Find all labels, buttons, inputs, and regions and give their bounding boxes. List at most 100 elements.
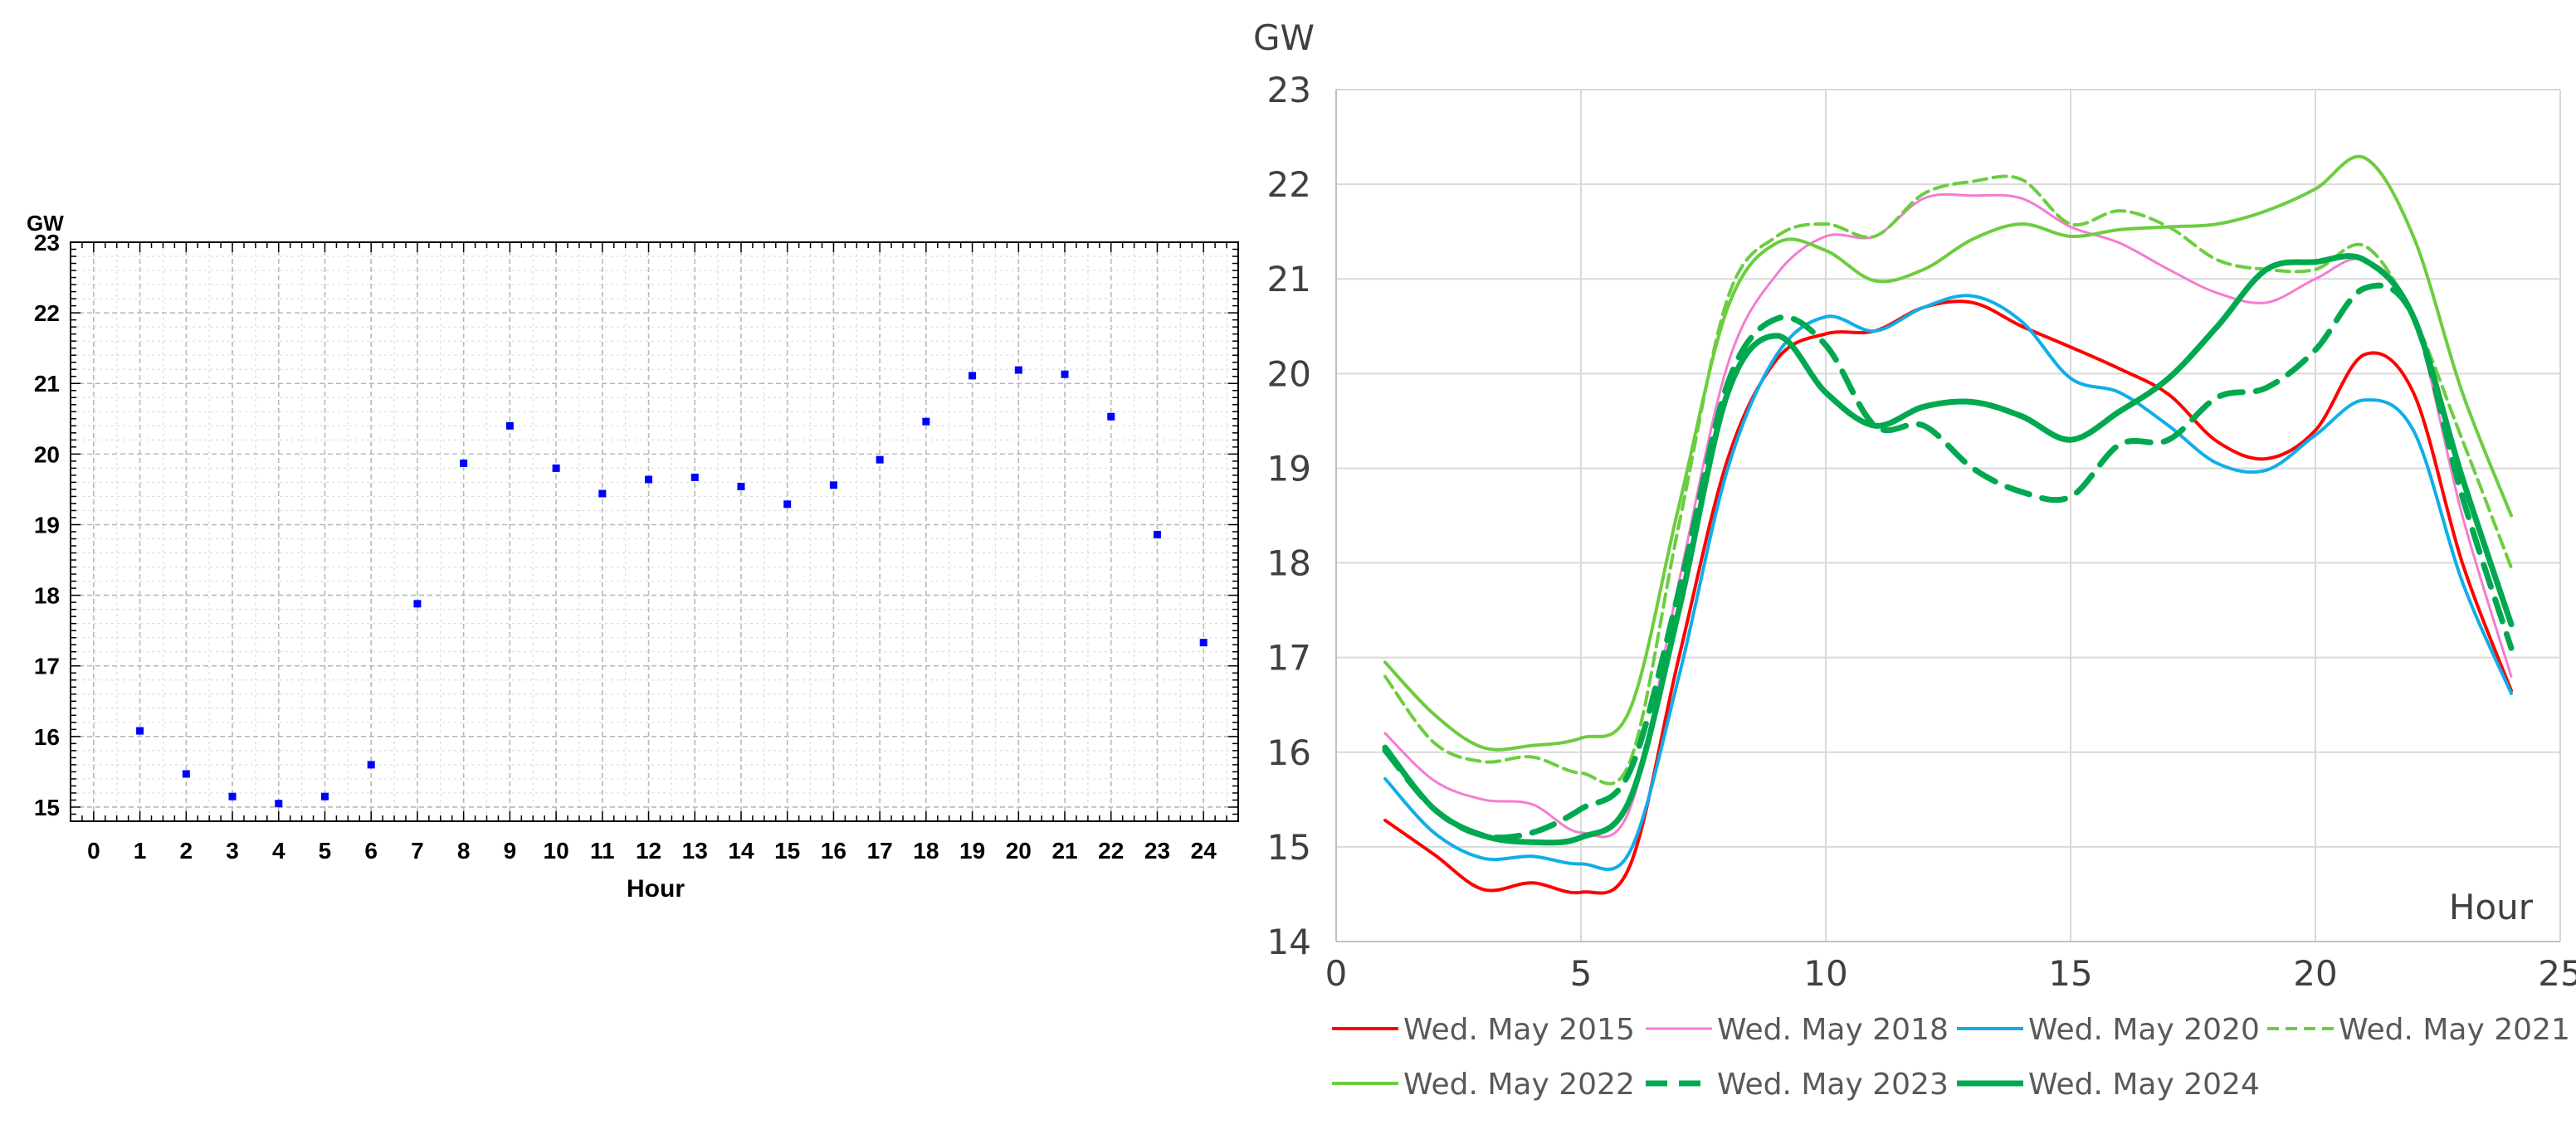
left-x-tick-label: 6: [364, 838, 378, 864]
left-y-tick-labels: 15 16 17 18 19 20 21 22 23: [34, 230, 60, 820]
series-line-wed-may-2018: [1383, 192, 2513, 839]
left-point-11: [598, 489, 607, 498]
right-x-tick-label: 10: [1803, 953, 1847, 994]
left-x-tick-label: 1: [134, 838, 147, 864]
left-x-tick-label: 3: [226, 838, 239, 864]
legend-label: Wed. May 2024: [2028, 1068, 2260, 1102]
left-x-tick-label: 16: [821, 838, 846, 864]
left-x-tick-label: 19: [959, 838, 985, 864]
legend-item: Wed. May 2020: [1957, 1013, 2260, 1047]
series-line-wed-may-2015: [1383, 299, 2513, 895]
left-x-tick-label: 4: [272, 838, 285, 864]
right-y-tick-label: 14: [1267, 922, 1311, 962]
series-line-wed-may-2021: [1383, 174, 2513, 786]
right-y-tick-labels: 14 15 16 17 18 19 20 21 22 23: [1267, 70, 1311, 962]
left-point-14: [737, 483, 745, 491]
left-y-tick-label: 19: [34, 512, 60, 538]
left-point-20: [1014, 366, 1022, 374]
right-y-axis-label: GW: [1253, 17, 1315, 58]
left-point-21: [1061, 370, 1069, 378]
left-point-2: [182, 770, 190, 778]
right-y-tick-label: 22: [1267, 164, 1311, 205]
left-x-tick-label: 2: [180, 838, 193, 864]
right-y-tick-label: 23: [1267, 70, 1311, 110]
right-x-tick-label: 5: [1570, 953, 1593, 994]
left-x-tick-label: 15: [774, 838, 800, 864]
left-point-22: [1107, 412, 1115, 421]
series-line-wed-may-2023: [1382, 282, 2515, 841]
right-x-tick-label: 0: [1325, 953, 1348, 994]
left-x-tick-label: 23: [1144, 838, 1170, 864]
legend-item: Wed. May 2023: [1646, 1068, 1949, 1102]
left-point-9: [505, 421, 514, 430]
left-point-24: [1199, 639, 1208, 647]
left-scatter-chart: 0 1 2 3 4 5 6 7 8 9 10 11 12 13 14 15 16 17 18 19 20 21 22 23 24…: [27, 211, 1239, 903]
left-point-8: [460, 459, 468, 467]
left-x-tick-label: 13: [682, 838, 708, 864]
left-y-tick-label: 17: [34, 654, 60, 679]
series-line-wed-may-2022: [1383, 154, 2513, 752]
left-point-18: [922, 417, 930, 426]
right-y-tick-label: 18: [1267, 543, 1311, 584]
legend-label: Wed. May 2018: [1717, 1013, 1949, 1047]
right-x-tick-label: 20: [2293, 953, 2337, 994]
left-x-tick-label: 18: [913, 838, 939, 864]
right-legend: Wed. May 2015 Wed. May 2018 Wed. May 2020 W…: [1332, 1013, 2570, 1102]
left-point-15: [783, 500, 792, 509]
left-x-tick-label: 14: [728, 838, 754, 864]
right-x-tick-label: 25: [2538, 953, 2576, 994]
left-point-23: [1153, 530, 1161, 538]
right-x-tick-labels: 0 5 10 15 20 25: [1325, 953, 2576, 994]
legend-label: Wed. May 2015: [1403, 1013, 1635, 1047]
left-data-points: [136, 366, 1208, 808]
left-y-tick-label: 22: [34, 300, 60, 326]
right-series-lines: [1382, 154, 2515, 895]
left-x-tick-label: 8: [457, 838, 471, 864]
left-y-tick-label: 21: [34, 371, 60, 397]
right-y-tick-label: 20: [1267, 353, 1311, 394]
left-x-axis-label: Hour: [627, 875, 685, 903]
legend-item: Wed. May 2021: [2267, 1013, 2570, 1047]
left-point-19: [968, 372, 977, 380]
left-point-5: [320, 792, 329, 801]
right-y-tick-label: 17: [1267, 638, 1311, 679]
right-y-tick-label: 21: [1267, 259, 1311, 299]
legend-item: Wed. May 2022: [1332, 1068, 1635, 1102]
left-x-tick-label: 22: [1098, 838, 1124, 864]
left-plot-frame: [70, 241, 1239, 822]
left-x-tick-label: 17: [867, 838, 893, 864]
right-y-tick-label: 16: [1267, 732, 1311, 773]
left-y-tick-label: 20: [34, 441, 60, 467]
right-y-tick-label: 19: [1267, 448, 1311, 489]
left-point-1: [136, 727, 144, 735]
right-x-axis-label: Hour: [2449, 887, 2534, 927]
left-point-6: [367, 761, 375, 769]
legend-item: Wed. May 2018: [1646, 1013, 1949, 1047]
left-x-tick-label: 12: [636, 838, 661, 864]
right-x-tick-label: 15: [2048, 953, 2092, 994]
left-x-tick-label: 21: [1051, 838, 1077, 864]
left-point-16: [829, 481, 837, 489]
legend-item: Wed. May 2015: [1332, 1013, 1635, 1047]
legend-label: Wed. May 2023: [1717, 1068, 1949, 1102]
series-line-wed-may-2020: [1383, 294, 2513, 871]
left-x-tick-labels: 0 1 2 3 4 5 6 7 8 9 10 11 12 13 14 15 16 17 18 19 20 21 22 23 24: [87, 838, 1217, 864]
left-point-7: [413, 600, 422, 608]
legend-label: Wed. May 2020: [2028, 1013, 2260, 1047]
left-point-10: [552, 464, 560, 472]
right-gridlines: [1336, 89, 2561, 942]
left-x-tick-label: 9: [504, 838, 517, 864]
right-y-tick-label: 15: [1267, 827, 1311, 868]
left-point-13: [690, 473, 699, 481]
left-y-tick-label: 16: [34, 724, 60, 750]
left-x-tick-label: 10: [544, 838, 569, 864]
left-x-tick-label: 20: [1006, 838, 1032, 864]
left-axis-ticks: [71, 241, 1239, 822]
right-axes: [1335, 90, 2560, 942]
left-y-tick-label: 15: [34, 795, 60, 820]
left-point-3: [228, 792, 237, 801]
left-y-tick-label: 18: [34, 583, 60, 609]
left-x-tick-label: 0: [87, 838, 100, 864]
